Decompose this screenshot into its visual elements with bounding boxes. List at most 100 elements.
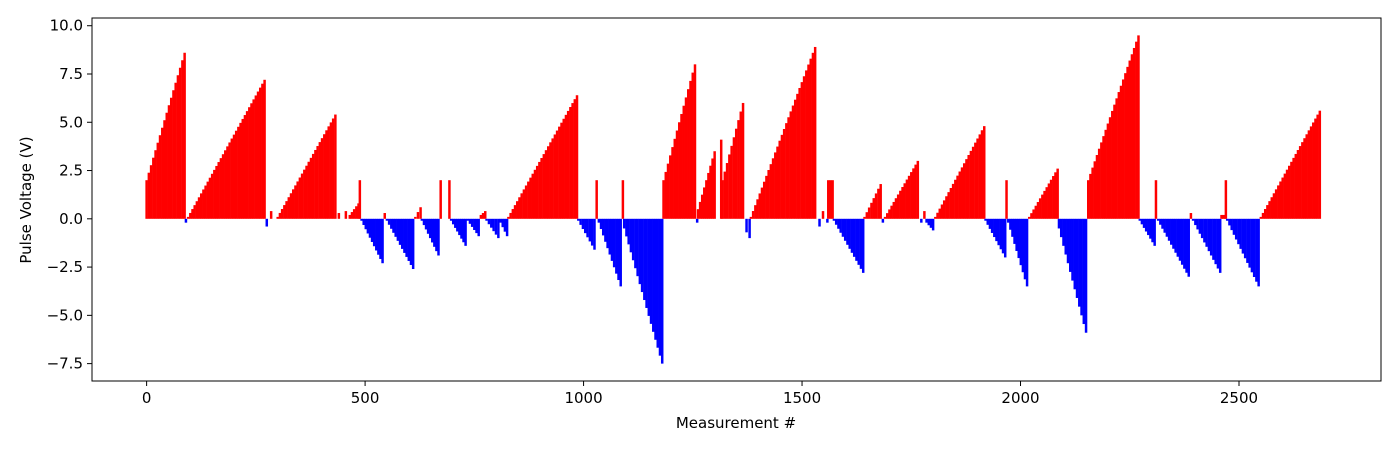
bar-10 <box>167 105 171 219</box>
bar-63 <box>289 193 293 219</box>
bar-180 <box>555 130 559 219</box>
bar-348 <box>934 216 937 219</box>
bar-324 <box>879 184 882 219</box>
bar-444 <box>1140 218 1144 225</box>
bar-468 <box>1191 218 1195 221</box>
bar-398 <box>1041 194 1044 219</box>
bar-400 <box>1045 187 1048 219</box>
bar-506 <box>1272 193 1276 219</box>
bar-407 <box>1059 218 1063 238</box>
bar-269 <box>754 205 757 219</box>
bar-80 <box>327 126 330 219</box>
bar-166 <box>524 185 528 219</box>
bar-377 <box>997 218 1000 246</box>
bar-252 <box>711 158 714 219</box>
bar-196 <box>590 218 594 246</box>
bar-346 <box>929 218 933 228</box>
bar-336 <box>905 179 909 219</box>
bar-208 <box>617 218 620 281</box>
bar-72 <box>309 157 313 219</box>
bar-191 <box>579 218 582 225</box>
bar-120 <box>420 218 424 221</box>
bar-522 <box>1307 130 1311 219</box>
bar-523 <box>1309 126 1313 219</box>
bar-411 <box>1069 218 1072 272</box>
bar-361 <box>962 163 966 219</box>
bar-215 <box>631 218 635 261</box>
bar-65 <box>294 185 297 219</box>
bar-436 <box>1124 73 1127 219</box>
bar-89 <box>355 206 358 219</box>
bar-448 <box>1149 218 1152 239</box>
bar-304 <box>834 218 838 225</box>
bar-266 <box>748 218 751 239</box>
bar-353 <box>945 196 948 219</box>
bar-44 <box>241 118 244 219</box>
bar-98 <box>372 218 376 247</box>
bar-90 <box>357 203 360 219</box>
bar-332 <box>896 194 900 219</box>
bar-458 <box>1170 218 1173 245</box>
bar-4 <box>154 150 157 219</box>
bar-384 <box>1011 218 1014 237</box>
bar-253 <box>713 151 716 219</box>
bar-144 <box>477 218 480 237</box>
bar-184 <box>564 114 568 219</box>
bar-35 <box>221 154 225 219</box>
x-tick-label-0: 0 <box>142 389 152 407</box>
bar-46 <box>245 111 249 219</box>
bar-66 <box>296 181 299 219</box>
bar-223 <box>649 218 653 324</box>
y-axis-label: Pulse Voltage (V) <box>17 136 35 263</box>
bar-83 <box>334 114 337 219</box>
bar-88 <box>352 209 356 219</box>
plot-area-frame <box>91 17 1382 382</box>
bar-488 <box>1232 218 1236 235</box>
bar-128 <box>437 218 440 256</box>
bar-115 <box>409 218 413 265</box>
bar-475 <box>1207 218 1211 252</box>
bar-226 <box>656 218 659 348</box>
bar-308 <box>843 218 847 241</box>
bar-259 <box>730 145 733 219</box>
bar-497 <box>1252 218 1256 278</box>
bar-323 <box>877 188 880 219</box>
bar-239 <box>684 97 688 219</box>
bar-396 <box>1036 202 1040 219</box>
bar-356 <box>951 183 955 219</box>
bar-70 <box>305 165 308 219</box>
bar-76 <box>318 142 322 219</box>
bar-47 <box>248 107 251 219</box>
bar-189 <box>575 95 579 219</box>
bar-96 <box>368 218 372 238</box>
bar-306 <box>839 218 842 233</box>
bar-420 <box>1089 173 1092 219</box>
bar-245 <box>696 209 700 219</box>
bar-385 <box>1013 218 1016 244</box>
bar-441 <box>1135 41 1138 219</box>
bar-366 <box>974 142 977 219</box>
bar-302 <box>831 180 834 219</box>
bar-270 <box>756 199 759 219</box>
bar-210 <box>621 180 625 219</box>
bar-276 <box>769 164 773 219</box>
bar-31 <box>213 169 216 219</box>
bar-426 <box>1102 136 1105 219</box>
bar-109 <box>396 218 400 241</box>
bar-127 <box>435 218 438 252</box>
y-tick-label-6: 7.5 <box>59 65 83 83</box>
bar-456 <box>1165 218 1169 237</box>
bar-162 <box>516 201 519 219</box>
bar-505 <box>1270 197 1273 219</box>
bar-490 <box>1237 218 1240 245</box>
bar-430 <box>1111 110 1114 219</box>
bar-99 <box>375 218 378 251</box>
bar-393 <box>1030 213 1033 219</box>
bar-18 <box>184 218 188 223</box>
bar-397 <box>1038 198 1042 219</box>
bar-121 <box>422 218 426 226</box>
bar-271 <box>758 193 762 219</box>
bar-524 <box>1312 122 1315 219</box>
bar-465 <box>1185 218 1188 273</box>
bar-404 <box>1054 172 1057 219</box>
